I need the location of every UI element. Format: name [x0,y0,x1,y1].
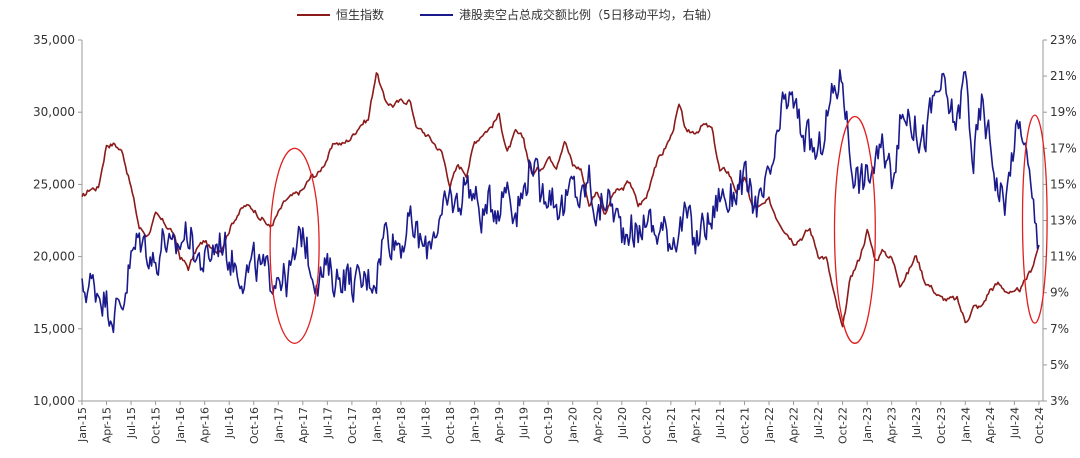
y-right-tick-label: 21% [1050,69,1077,83]
x-tick-label: Apr-23 [886,407,899,443]
x-tick-label: Apr-18 [395,407,408,443]
y-left-tick-label: 15,000 [33,322,75,336]
series-line-short-ratio [81,69,1040,334]
x-tick-label: Oct-15 [150,407,163,444]
legend: 恒生指数 港股卖空占总成交额比例（5日移动平均，右轴） [297,7,719,22]
x-tick-label: Jul-17 [321,407,334,439]
y-left-tick-label: 20,000 [33,250,75,264]
x-tick-label: Jan-19 [469,407,482,443]
x-tick-label: Oct-20 [640,407,653,444]
highlight-ellipse-1 [269,147,320,344]
x-tick-label: Oct-19 [542,407,555,444]
x-tick-label: Apr-20 [591,407,604,443]
y-left-tick-label: 35,000 [33,33,75,47]
x-tick-label: Apr-16 [199,407,212,443]
x-tick-label: Oct-24 [1033,407,1046,444]
x-tick-label: Jan-18 [370,407,383,443]
x-tick-label: Jan-24 [959,407,972,443]
series-line-hsi [81,72,1040,328]
highlight-ellipse-2 [833,115,876,344]
x-tick-label: Jul-24 [1008,407,1021,439]
x-tick-label: Apr-24 [984,407,997,443]
x-tick-label: Jan-21 [665,407,678,443]
x-tick-label: Jan-23 [861,407,874,443]
x-tick-label: Jan-22 [763,407,776,443]
x-tick-label: Apr-19 [493,407,506,443]
y-right-tick-label: 13% [1050,214,1077,228]
legend-label-short-ratio: 港股卖空占总成交额比例（5日移动平均，右轴） [459,7,719,22]
y-right-tick-label: 17% [1050,141,1077,155]
series-layer [81,69,1040,334]
legend-label-hsi: 恒生指数 [336,7,384,22]
x-tick-label: Jul-23 [910,407,923,439]
y-right-tick-label: 7% [1050,322,1069,336]
x-tick-label: Jan-15 [76,407,89,443]
highlight-ellipse-3 [1021,114,1048,324]
y-right-tick-label: 11% [1050,250,1077,264]
x-tick-label: Oct-18 [444,407,457,444]
y-right-tick-label: 9% [1050,286,1069,300]
y-right-tick-label: 19% [1050,105,1077,119]
x-tick-label: Apr-15 [101,407,114,443]
x-tick-label: Jul-15 [125,407,138,439]
y-right-tick-label: 5% [1050,358,1069,372]
x-tick-label: Oct-22 [837,407,850,444]
y-right-tick-label: 3% [1050,394,1069,408]
x-tick-label: Jan-16 [174,407,187,443]
x-tick-label: Jul-18 [420,407,433,439]
y-left-tick-label: 25,000 [33,177,75,191]
x-tick-label: Jul-19 [518,407,531,439]
x-tick-label: Apr-17 [297,407,310,443]
x-tick-label: Jul-21 [714,407,727,439]
x-tick-label: Apr-21 [689,407,702,443]
axes: 10,000 15,000 20,000 25,000 30,000 35,000 3% 5%… [33,33,1077,444]
x-tick-label: Jul-16 [223,407,236,439]
x-tick-label: Oct-23 [935,407,948,444]
x-tick-label: Oct-17 [346,407,359,444]
y-right-tick-label: 23% [1050,33,1077,47]
x-tick-label: Oct-16 [248,407,261,444]
x-tick-label: Jul-22 [812,407,825,439]
x-tick-label: Jan-17 [272,407,285,443]
x-tick-label: Apr-22 [788,407,801,443]
x-tick-label: Jan-20 [567,407,580,443]
y-left-tick-label: 30,000 [33,105,75,119]
y-right-tick-label: 15% [1050,177,1077,191]
x-tick-label: Jul-20 [616,407,629,439]
y-left-tick-label: 10,000 [33,394,75,408]
x-tick-label: Oct-21 [738,407,751,444]
annotation-layer [269,114,1048,344]
